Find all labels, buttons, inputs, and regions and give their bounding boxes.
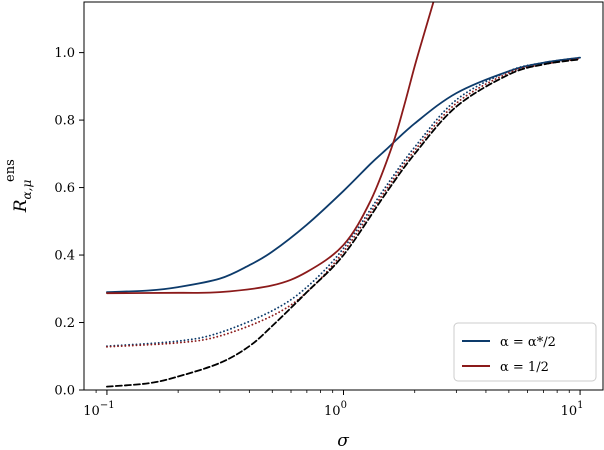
series-line-4 (106, 58, 581, 388)
legend: α = α*/2 α = 1/2 (453, 322, 597, 382)
y-axis-label: Rα,μ ens (3, 159, 34, 213)
series-line-1 (106, 2, 435, 295)
y-tick-label-3: 0.6 (54, 181, 75, 196)
svg-text:Rα,μ: Rα,μ (11, 180, 34, 214)
series-line-3 (106, 57, 581, 348)
ticks-layer: 0.0 0.2 0.4 0.6 0.8 1.0 10−1 100 101 (54, 46, 583, 419)
x-axis-label: σ (337, 431, 349, 450)
y-tick-label-0: 0.0 (54, 384, 75, 399)
y-tick-label-5: 1.0 (54, 46, 75, 61)
x-tick-label-1: 100 (324, 400, 347, 419)
series-layer (106, 2, 581, 388)
y-axis-label-main: R (11, 199, 31, 213)
legend-label-1: α = 1/2 (500, 360, 549, 375)
y-tick-label-4: 0.8 (54, 114, 75, 129)
x-tick-label-2: 101 (561, 400, 584, 419)
y-axis-label-sub: α,μ (20, 180, 34, 200)
series-line-2 (106, 56, 581, 348)
series-line-0 (106, 56, 581, 294)
legend-label-0: α = α*/2 (500, 335, 556, 350)
x-tick-label-0: 10−1 (83, 400, 114, 419)
y-tick-label-1: 0.2 (54, 316, 75, 331)
y-tick-label-2: 0.4 (54, 249, 75, 264)
y-axis-label-sup: ens (3, 159, 18, 182)
